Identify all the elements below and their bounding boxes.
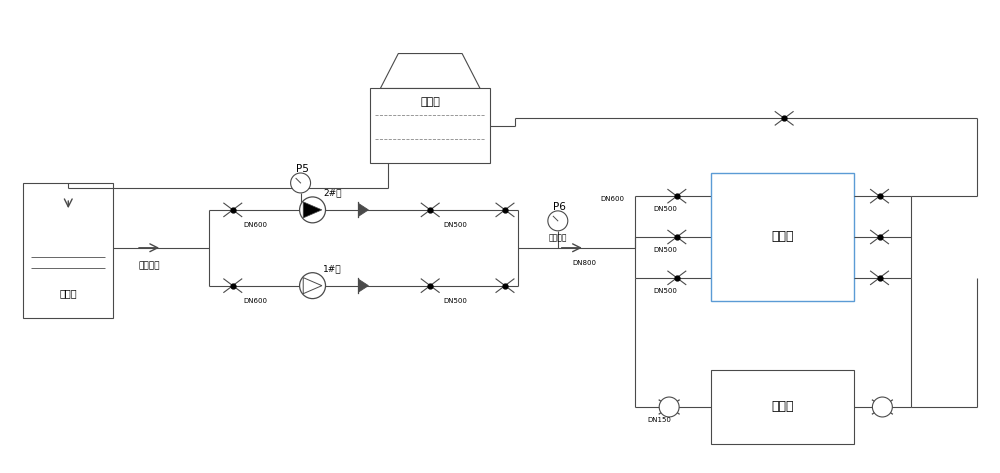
Text: DN500: DN500: [443, 298, 467, 304]
Circle shape: [659, 397, 679, 417]
Text: DN600: DN600: [601, 196, 625, 202]
Text: 清水池: 清水池: [59, 289, 77, 298]
Text: DN150: DN150: [647, 417, 671, 423]
Text: DN500: DN500: [653, 206, 677, 212]
Text: DN500: DN500: [653, 247, 677, 253]
Polygon shape: [358, 279, 368, 292]
Polygon shape: [303, 202, 322, 218]
Bar: [711, 173, 854, 301]
Text: DN500: DN500: [653, 288, 677, 294]
Text: DN500: DN500: [443, 222, 467, 228]
Text: DN600: DN600: [244, 298, 268, 304]
Bar: [23, 183, 113, 318]
Circle shape: [291, 173, 311, 193]
Text: 接入管道: 接入管道: [138, 261, 160, 270]
Text: DN600: DN600: [244, 222, 268, 228]
Circle shape: [300, 273, 326, 298]
Text: 冷却塔: 冷却塔: [420, 97, 440, 107]
Circle shape: [872, 397, 892, 417]
Text: P6: P6: [553, 202, 566, 212]
Bar: [711, 369, 854, 445]
Text: 初冷塔: 初冷塔: [771, 230, 794, 244]
Text: 出水总管: 出水总管: [549, 233, 567, 242]
Bar: [370, 88, 490, 163]
Circle shape: [300, 197, 326, 223]
Polygon shape: [303, 278, 322, 294]
Text: 2#泵: 2#泵: [323, 188, 342, 197]
Text: 终冷塔: 终冷塔: [771, 401, 794, 413]
Polygon shape: [358, 203, 368, 216]
Text: P5: P5: [296, 164, 309, 174]
Text: 1#泵: 1#泵: [323, 264, 342, 273]
Text: DN800: DN800: [573, 260, 597, 266]
Polygon shape: [380, 53, 480, 88]
Circle shape: [548, 211, 568, 231]
